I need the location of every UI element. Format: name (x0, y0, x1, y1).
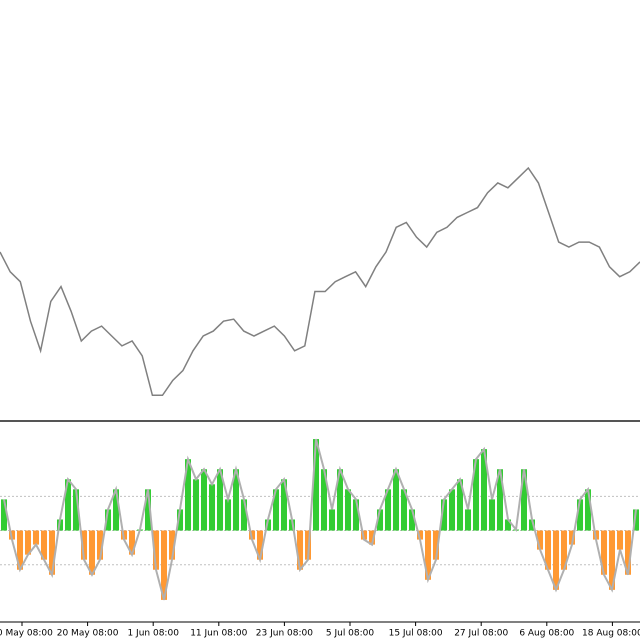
histogram-bar (569, 530, 575, 545)
histogram-bar (105, 509, 111, 531)
histogram-bar (529, 519, 535, 531)
histogram-bar (401, 489, 407, 531)
histogram-bar (497, 469, 503, 531)
histogram-bar (473, 459, 479, 531)
histogram-bar (601, 530, 607, 575)
histogram-bar (377, 509, 383, 531)
histogram-bar (129, 530, 135, 555)
histogram-bar (441, 499, 447, 531)
price-line (0, 166, 640, 397)
histogram-bar (209, 484, 215, 531)
histogram-bar (25, 530, 31, 555)
histogram-bar (153, 530, 159, 570)
histogram-bar (169, 530, 175, 560)
x-tick-label: 11 Jun 08:00 (190, 629, 247, 639)
x-tick-label: 1 Jun 08:00 (127, 629, 179, 639)
histogram-bar (457, 479, 463, 531)
x-tick-label: 5 Jul 08:00 (326, 629, 375, 639)
histogram-bar (353, 499, 359, 531)
histogram-bar (113, 489, 119, 531)
x-tick-label: 15 Jul 08:00 (389, 629, 443, 639)
x-tick-label: 27 Jul 08:00 (454, 629, 508, 639)
histogram-bar (489, 499, 495, 531)
histogram-bar (409, 509, 415, 531)
histogram-bar (585, 489, 591, 531)
histogram-bar (617, 530, 623, 550)
x-tick-label: 20 May 08:00 (57, 629, 119, 639)
histogram-bar (313, 439, 319, 531)
histogram-bar (385, 489, 391, 531)
histogram-bar (537, 530, 543, 550)
histogram-bar (321, 469, 327, 531)
histogram-bar (633, 509, 639, 531)
histogram-bar (609, 530, 615, 590)
histogram-bar (265, 519, 271, 531)
histogram-bar (145, 489, 151, 531)
histogram-bar (337, 469, 343, 531)
histogram-bar (465, 509, 471, 531)
histogram-bar (433, 530, 439, 560)
histogram-bar (553, 530, 559, 590)
histogram-bar (297, 530, 303, 570)
histogram-bar (97, 530, 103, 560)
x-tick-label: 23 Jun 08:00 (256, 629, 313, 639)
histogram-bar (225, 499, 231, 531)
histogram-bar (425, 530, 431, 580)
histogram-bar (89, 530, 95, 575)
histogram-bar (481, 449, 487, 531)
histogram-bar (345, 489, 351, 531)
histogram-bar (17, 530, 23, 570)
histogram-bar (393, 469, 399, 531)
histogram-bar (201, 469, 207, 531)
histogram-bar (369, 530, 375, 545)
histogram-bar (329, 509, 335, 531)
histogram-bar (417, 530, 423, 540)
histogram-bar (1, 499, 7, 531)
histogram-bar (233, 469, 239, 531)
histogram-bar (257, 530, 263, 560)
oscillator-line (3, 438, 637, 601)
histogram-bar (281, 479, 287, 531)
histogram-bar (185, 459, 191, 531)
x-tick-label: 10 May 08:00 (0, 629, 53, 639)
histogram-bar (545, 530, 551, 570)
x-tick-label: 6 Aug 08:00 (519, 629, 574, 639)
histogram-bar (161, 530, 167, 600)
histogram-bar (81, 530, 87, 560)
histogram-bar (193, 479, 199, 531)
histogram-bar (217, 469, 223, 531)
histogram-bar (561, 530, 567, 570)
histogram-bar (241, 499, 247, 531)
histogram-bar (73, 489, 79, 531)
histogram-bar (177, 509, 183, 531)
histogram-bar (33, 530, 39, 545)
x-tick-label: 18 Aug 08:00 (582, 629, 640, 639)
histogram-bar (273, 489, 279, 531)
histogram-bar (521, 469, 527, 531)
histogram-bar (577, 499, 583, 531)
histogram-bar (49, 530, 55, 575)
histogram-bar (505, 519, 511, 531)
histogram-bar (41, 530, 47, 560)
histogram-bar (449, 489, 455, 531)
histogram-bar (625, 530, 631, 575)
histogram-bar (65, 479, 71, 531)
